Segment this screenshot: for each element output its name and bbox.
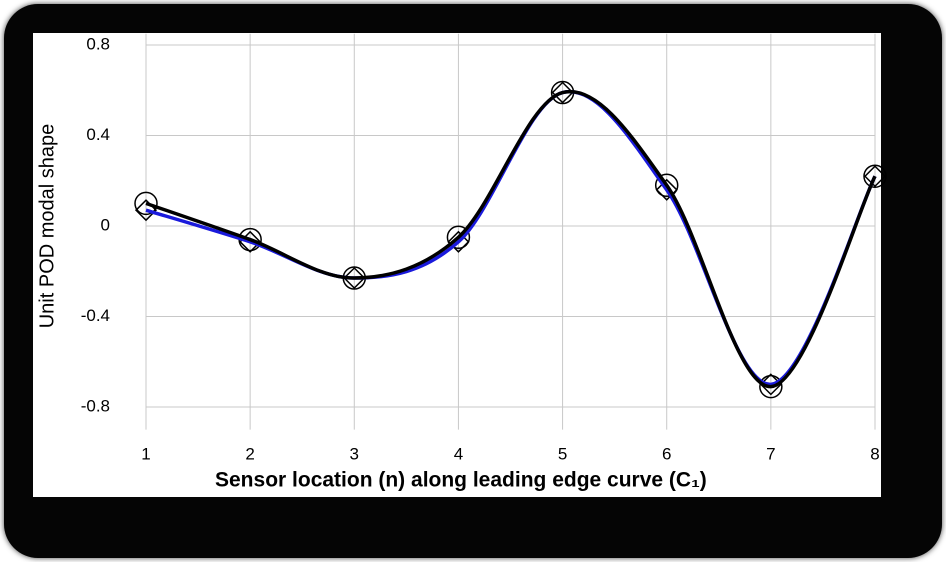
y-tick-label: 0.8 — [86, 34, 110, 53]
x-tick-label: 5 — [558, 444, 567, 463]
x-tick-label: 8 — [870, 444, 879, 463]
marker-diamond — [551, 81, 574, 104]
marker-circle — [654, 173, 679, 198]
marker-circle — [134, 191, 158, 216]
marker-circle — [759, 374, 783, 399]
x-tick-label: 2 — [245, 444, 254, 463]
y-tick-label: 0.4 — [86, 125, 110, 144]
x-tick-label: 4 — [454, 444, 463, 463]
marker-diamond — [343, 266, 366, 290]
series-line — [145, 89, 877, 389]
x-tick-label: 3 — [350, 444, 359, 463]
x-tick-label: 6 — [662, 444, 671, 463]
y-tick-label: -0.8 — [81, 396, 110, 415]
x-tick-label: 1 — [141, 444, 150, 463]
plot-background — [33, 33, 881, 497]
x-axis-label: Sensor location (n) along leading edge c… — [215, 469, 707, 492]
marker-diamond — [447, 230, 470, 253]
x-tick-label: 7 — [766, 444, 775, 463]
y-tick-label: -0.4 — [81, 306, 110, 325]
marker-diamond — [863, 165, 887, 188]
y-tick-label: 0 — [101, 215, 110, 234]
y-axis-label: Unit POD modal shape — [36, 124, 58, 329]
marker-circle — [446, 225, 471, 250]
marker-diamond — [655, 178, 678, 201]
